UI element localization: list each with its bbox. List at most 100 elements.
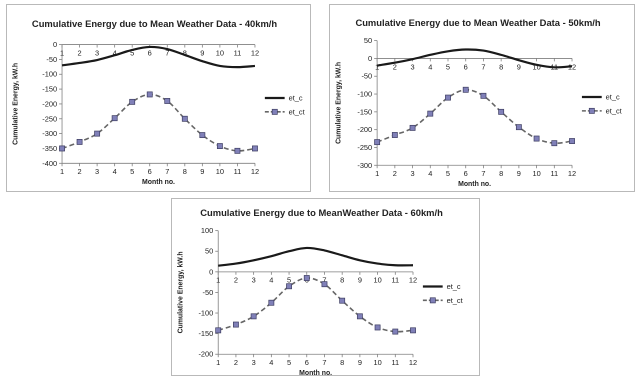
data-point-et_ct xyxy=(250,313,257,320)
x-tick-label-axis: 12 xyxy=(409,276,417,285)
y-tick-label: 100 xyxy=(201,226,213,235)
data-point-et_ct xyxy=(215,327,222,334)
x-tick-label-axis: 1 xyxy=(216,276,220,285)
data-point-et_ct xyxy=(146,91,153,98)
x-axis-label: Month no. xyxy=(299,370,332,375)
x-tick-label-bottom: 8 xyxy=(183,167,187,176)
legend-marker-et_ct xyxy=(271,108,278,115)
x-tick-label-bottom: 7 xyxy=(165,167,169,176)
x-tick-label-axis: 8 xyxy=(499,62,503,71)
series-line-et_ct xyxy=(376,88,573,145)
data-point-et_ct xyxy=(164,98,171,104)
data-point-et_ct xyxy=(199,132,206,139)
x-tick-label-bottom: 4 xyxy=(428,169,432,178)
data-point-et_ct xyxy=(268,299,275,306)
series-line-et_ct xyxy=(217,277,414,333)
x-tick-label-bottom: 4 xyxy=(269,358,273,367)
x-tick-label-axis: 8 xyxy=(340,276,344,285)
x-tick-label-bottom: 12 xyxy=(409,358,417,367)
legend-marker-et_ct xyxy=(429,297,436,304)
x-tick-label-bottom: 2 xyxy=(234,358,238,367)
data-point-et_ct xyxy=(303,275,310,281)
data-point-et_ct xyxy=(515,124,522,131)
data-point-et_ct xyxy=(76,139,83,145)
x-tick-label-axis: 2 xyxy=(393,62,397,71)
x-tick-label-axis: 7 xyxy=(481,62,485,71)
x-tick-label-axis: 5 xyxy=(287,276,291,285)
y-tick-label: -250 xyxy=(357,143,372,152)
data-point-et_ct xyxy=(427,110,434,117)
y-tick-label: -50 xyxy=(46,55,57,64)
y-tick-label: -100 xyxy=(42,70,57,79)
x-tick-label-bottom: 10 xyxy=(216,167,224,176)
x-tick-label-axis: 8 xyxy=(183,48,187,57)
data-point-et_ct xyxy=(392,328,399,335)
x-tick-label-axis: 10 xyxy=(216,48,224,57)
y-tick-label: -250 xyxy=(42,114,57,123)
x-tick-label-bottom: 10 xyxy=(532,169,540,178)
x-tick-label-bottom: 11 xyxy=(550,169,558,178)
chart-panel-50kmh: Cumulative Energy due to Mean Weather Da… xyxy=(329,4,635,192)
data-point-et_ct xyxy=(181,115,188,122)
chart-40kmh: Cumulative Energy due to Mean Weather Da… xyxy=(13,18,305,186)
y-tick-label: -50 xyxy=(203,288,214,297)
data-point-et_ct xyxy=(533,135,540,142)
x-tick-label-axis: 10 xyxy=(373,276,381,285)
y-tick-label: 0 xyxy=(53,40,57,49)
x-tick-label-axis: 4 xyxy=(269,276,273,285)
legend-label-et_ct: et_ct xyxy=(289,107,305,116)
legend-label-et_c: et_c xyxy=(447,282,461,291)
x-tick-label-axis: 5 xyxy=(446,62,450,71)
x-tick-label-axis: 1 xyxy=(60,48,64,57)
data-point-et_ct xyxy=(498,108,505,115)
y-tick-label: 50 xyxy=(364,36,372,45)
data-point-et_ct xyxy=(569,138,575,144)
legend-label-et_c: et_c xyxy=(289,93,303,102)
chart-title: Cumulative Energy due to Mean Weather Da… xyxy=(32,18,277,29)
x-tick-label-bottom: 7 xyxy=(481,169,485,178)
data-point-et_ct xyxy=(234,147,241,154)
x-tick-label-axis: 2 xyxy=(234,276,238,285)
legend-marker-et_ct xyxy=(588,107,595,114)
x-tick-label-bottom: 12 xyxy=(251,167,259,176)
x-tick-label-axis: 2 xyxy=(78,48,82,57)
data-point-et_ct xyxy=(252,145,258,152)
data-point-et_ct xyxy=(551,140,558,147)
x-tick-label-axis: 6 xyxy=(464,62,468,71)
x-tick-label-bottom: 9 xyxy=(517,169,521,178)
x-tick-label-axis: 3 xyxy=(411,62,415,71)
x-tick-label-axis: 9 xyxy=(517,62,521,71)
data-point-et_ct xyxy=(111,115,118,122)
y-tick-label: -300 xyxy=(357,161,372,170)
x-tick-label-axis: 5 xyxy=(130,48,134,57)
data-point-et_ct xyxy=(391,132,398,138)
chart-title: Cumulative Energy due to Mean Weather Da… xyxy=(355,17,600,28)
x-tick-label-axis: 1 xyxy=(375,62,379,71)
x-tick-label-axis: 4 xyxy=(113,48,117,57)
data-point-et_ct xyxy=(462,86,469,93)
x-tick-label-axis: 6 xyxy=(148,48,152,57)
x-tick-label-bottom: 5 xyxy=(287,358,291,367)
x-tick-label-bottom: 10 xyxy=(373,358,381,367)
x-tick-label-axis: 4 xyxy=(428,62,432,71)
y-tick-label: -200 xyxy=(42,99,57,108)
y-axis-label: Cumulative Energy, kW.h xyxy=(178,251,185,333)
x-axis-label: Month no. xyxy=(142,179,175,186)
x-tick-label-axis: 9 xyxy=(358,276,362,285)
x-tick-label-axis: 11 xyxy=(234,48,242,57)
chart-panel-40kmh: Cumulative Energy due to Mean Weather Da… xyxy=(6,4,311,192)
x-tick-label-bottom: 2 xyxy=(78,167,82,176)
data-point-et_ct xyxy=(94,130,101,137)
data-point-et_ct xyxy=(409,124,416,131)
data-point-et_ct xyxy=(59,145,65,152)
y-tick-label: -350 xyxy=(42,144,57,153)
y-tick-label: -300 xyxy=(42,129,57,138)
x-tick-label-bottom: 3 xyxy=(411,169,415,178)
x-tick-label-bottom: 6 xyxy=(148,167,152,176)
y-tick-label: 0 xyxy=(368,54,372,63)
y-tick-label: -200 xyxy=(198,350,213,359)
x-tick-label-bottom: 9 xyxy=(358,358,362,367)
x-tick-label-bottom: 1 xyxy=(60,167,64,176)
data-point-et_ct xyxy=(286,283,292,290)
chart-60kmh: Cumulative Energy due to MeanWeather Dat… xyxy=(178,207,463,375)
